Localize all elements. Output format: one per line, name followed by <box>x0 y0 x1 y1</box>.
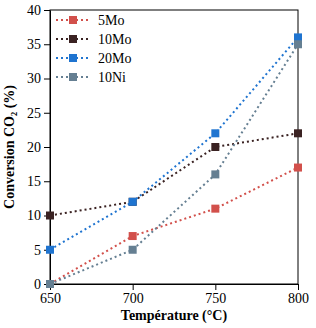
legend-marker <box>69 54 77 62</box>
x-tick-mark <box>133 284 134 290</box>
x-tick: 800 <box>288 284 309 306</box>
series-marker <box>46 246 54 254</box>
legend-marker <box>69 35 77 43</box>
x-tick-label: 800 <box>288 291 309 306</box>
series-marker <box>211 205 219 213</box>
x-tick-label: 700 <box>123 291 144 306</box>
y-tick-label: 25 <box>27 106 41 121</box>
y-tick-mark <box>44 181 50 182</box>
series-line <box>50 168 298 284</box>
plot: 650 700 750 800 0 5 10 15 20 25 30 35 40 5Mo 10Mo 20Mo 1… <box>27 3 309 306</box>
y-tick: 35 <box>27 37 50 52</box>
y-tick-label: 20 <box>27 140 41 155</box>
legend-item: 10Mo <box>56 32 131 47</box>
series-marker <box>211 129 219 137</box>
legend-label: 5Mo <box>98 13 124 28</box>
y-tick-label: 40 <box>27 3 41 18</box>
x-axis: 650 700 750 800 <box>40 284 309 306</box>
y-tick-label: 0 <box>34 277 41 292</box>
y-tick-label: 5 <box>34 243 41 258</box>
y-tick: 20 <box>27 140 50 155</box>
y-tick-label: 30 <box>27 71 41 86</box>
y-tick-label: 35 <box>27 37 41 52</box>
series-marker <box>211 170 219 178</box>
series-marker <box>294 33 302 41</box>
series-marker <box>294 129 302 137</box>
y-tick: 25 <box>27 106 50 121</box>
y-tick-mark <box>44 147 50 148</box>
y-tick-mark <box>44 113 50 114</box>
legend-marker <box>69 73 77 81</box>
chart: 650 700 750 800 0 5 10 15 20 25 30 35 40 5Mo 10Mo 20Mo 1… <box>0 0 316 328</box>
series-marker <box>46 280 54 288</box>
series-marker <box>294 164 302 172</box>
series-marker <box>46 280 54 288</box>
y-tick-mark <box>44 10 50 11</box>
series-group <box>46 33 302 288</box>
series-line <box>50 44 298 284</box>
y-tick-mark <box>44 79 50 80</box>
y-axis-title: Conversion CO₂ (%) <box>2 85 18 209</box>
series-line <box>50 37 298 249</box>
series-marker <box>129 198 137 206</box>
y-tick: 30 <box>27 71 50 86</box>
y-tick-mark <box>44 44 50 45</box>
legend-label: 10Ni <box>98 70 126 85</box>
series-line <box>50 133 298 215</box>
x-axis-line <box>51 284 299 285</box>
series-marker <box>129 198 137 206</box>
x-tick-mark <box>215 284 216 290</box>
series-marker <box>46 212 54 220</box>
y-tick-label: 10 <box>27 208 41 223</box>
y-tick-label: 15 <box>27 174 41 189</box>
x-tick: 700 <box>123 284 144 306</box>
legend-marker <box>69 16 77 24</box>
x-tick: 750 <box>205 284 226 306</box>
plot-frame <box>50 10 298 284</box>
series-marker <box>211 143 219 151</box>
series-marker <box>294 40 302 48</box>
legend-label: 20Mo <box>98 51 131 66</box>
y-axis-line <box>50 11 51 285</box>
legend-item: 10Ni <box>56 70 126 85</box>
x-tick-label: 750 <box>205 291 226 306</box>
legend-label: 10Mo <box>98 32 131 47</box>
x-tick-mark <box>298 284 299 290</box>
y-tick: 40 <box>27 3 50 18</box>
series-marker <box>129 246 137 254</box>
legend-item: 20Mo <box>56 51 131 66</box>
x-axis-title: Température (°C) <box>121 308 228 324</box>
x-tick-label: 650 <box>40 291 61 306</box>
series-marker <box>129 232 137 240</box>
legend-item: 5Mo <box>56 13 124 28</box>
y-tick: 15 <box>27 174 50 189</box>
legend: 5Mo 10Mo 20Mo 10Ni <box>56 13 131 85</box>
